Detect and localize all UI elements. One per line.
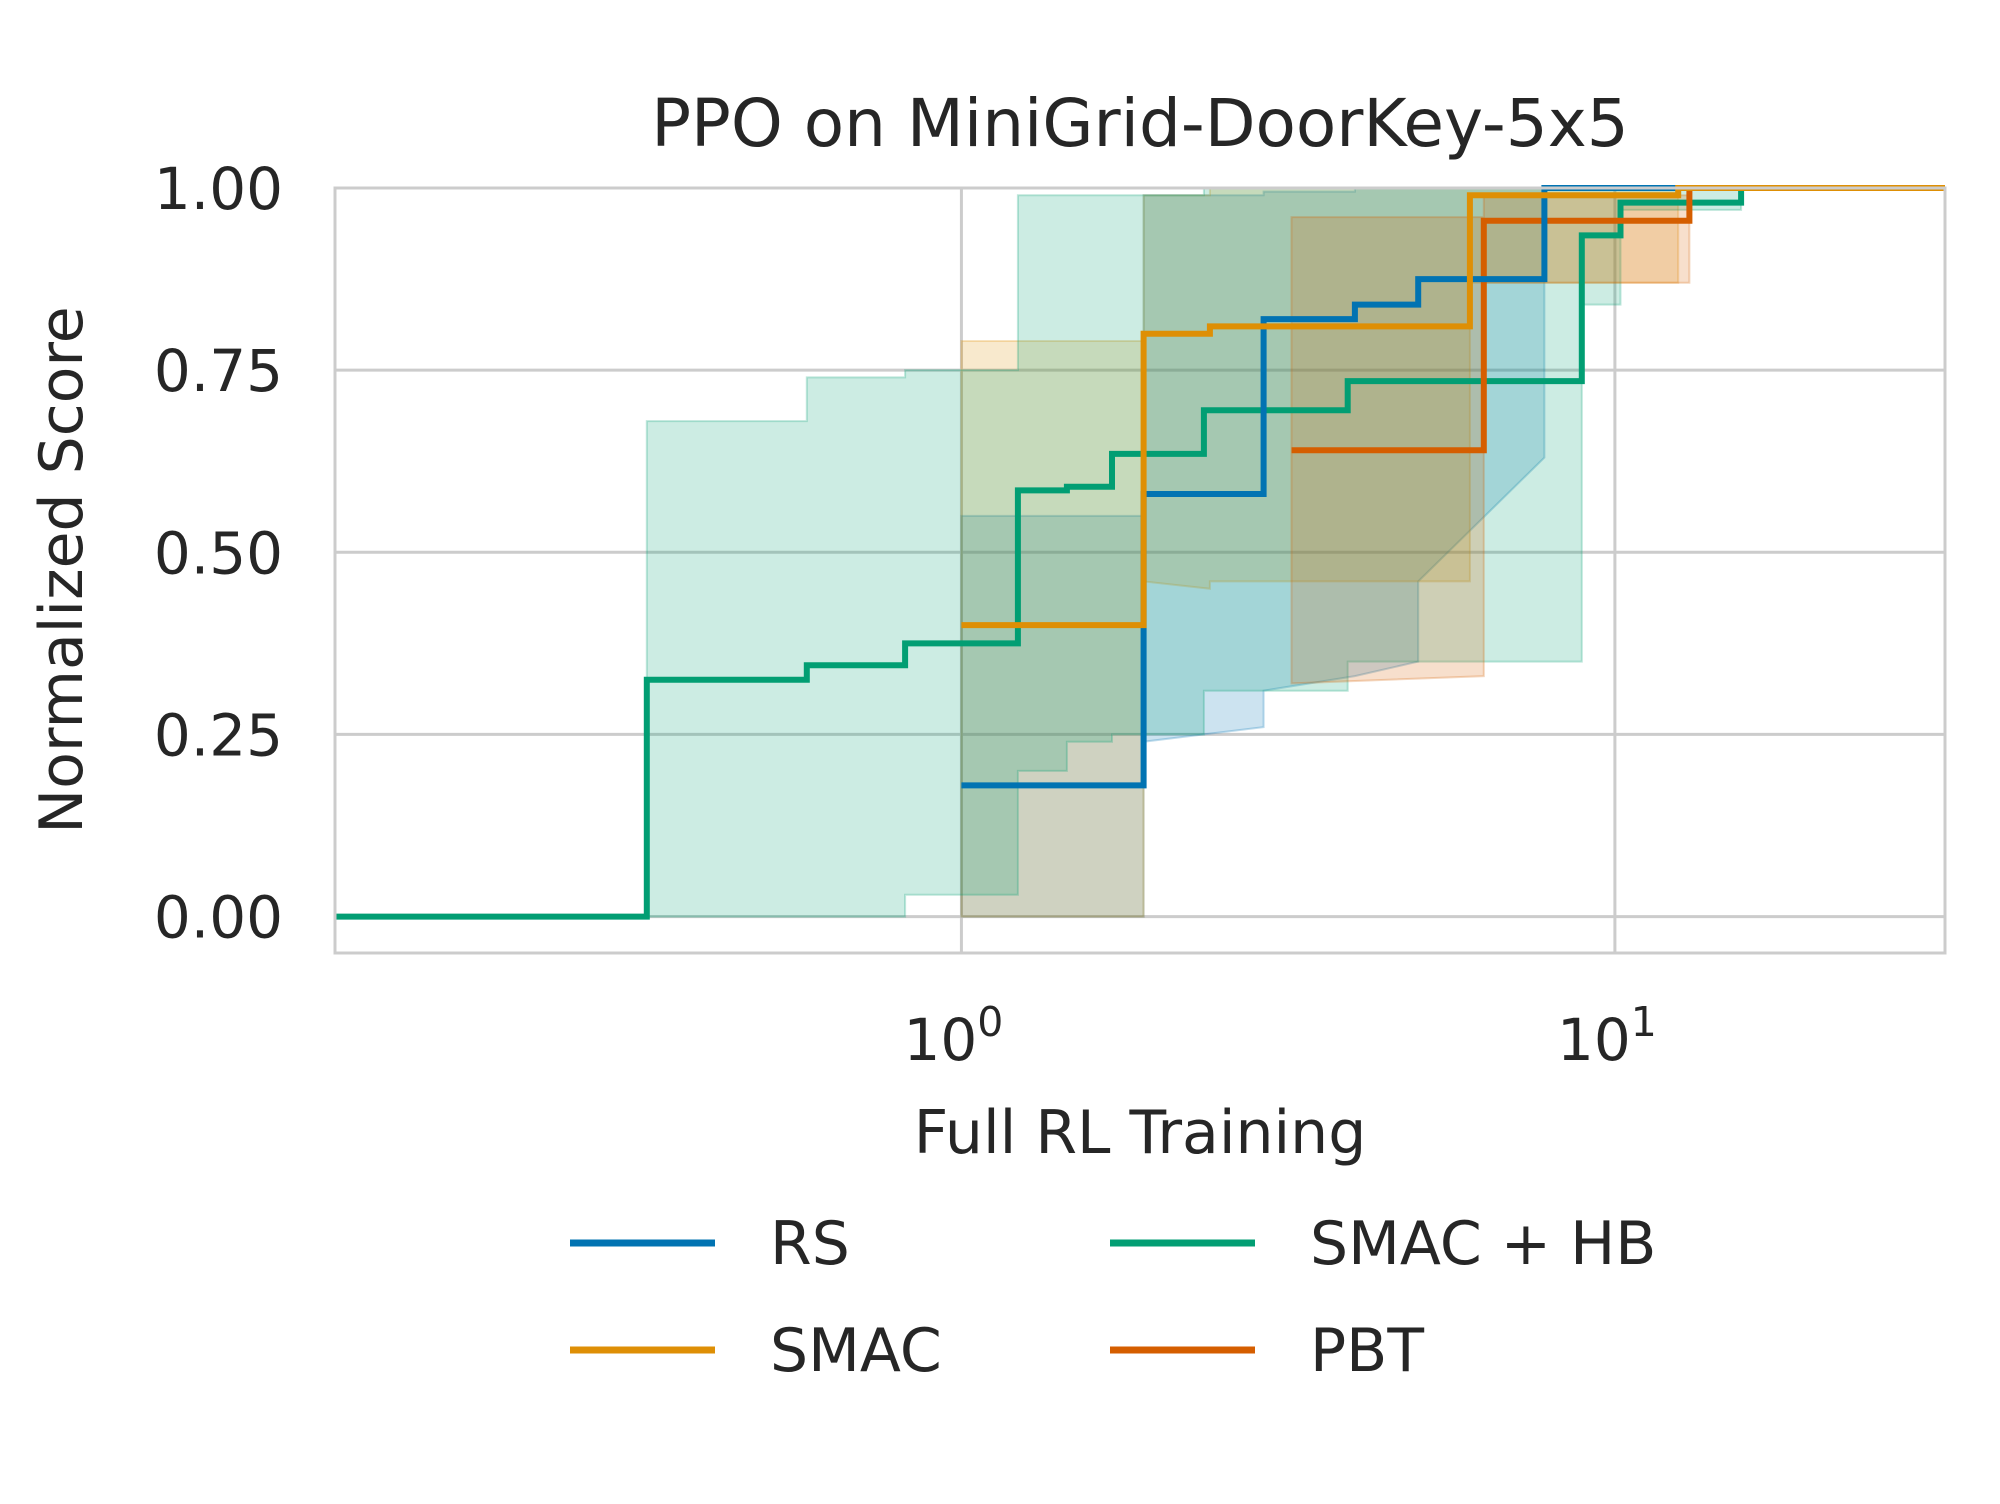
- y-axis-label: Normalized Score: [27, 306, 97, 833]
- y-tick-label: 0.75: [154, 337, 283, 405]
- series-line-smac-hb: [335, 185, 1945, 920]
- legend-label: RS: [770, 1209, 850, 1279]
- legend-item: PBT: [1110, 1316, 1424, 1386]
- series-line-smac: [961, 185, 1945, 629]
- band-smac-hb: [335, 187, 1945, 918]
- y-tick-label: 0.50: [154, 519, 283, 587]
- y-tick-label: 1.00: [154, 155, 283, 223]
- chart-title: PPO on MiniGrid-DoorKey-5x5: [651, 85, 1629, 162]
- x-tick-label: 100: [903, 998, 1003, 1074]
- legend-label: SMAC: [770, 1316, 942, 1386]
- legend-label: PBT: [1310, 1316, 1424, 1386]
- legend-label: SMAC + HB: [1310, 1209, 1656, 1279]
- legend-item: SMAC: [570, 1316, 942, 1386]
- band-layer: [335, 187, 1945, 918]
- y-tick-label: 0.00: [154, 884, 283, 952]
- y-tick-labels: 0.00 0.25 0.50 0.75 1.00: [154, 155, 283, 952]
- legend-item: SMAC + HB: [1110, 1209, 1656, 1279]
- band-pbt: [1290, 187, 1945, 685]
- x-axis-label: Full RL Training: [914, 1098, 1367, 1168]
- y-tick-label: 0.25: [154, 701, 283, 769]
- legend: RS SMAC SMAC + HB PBT: [570, 1209, 1656, 1386]
- x-tick-label: 101: [1557, 998, 1657, 1074]
- legend-item: RS: [570, 1209, 850, 1279]
- plot-frame: [333, 186, 1947, 955]
- x-tick-labels: 100 101: [903, 998, 1656, 1074]
